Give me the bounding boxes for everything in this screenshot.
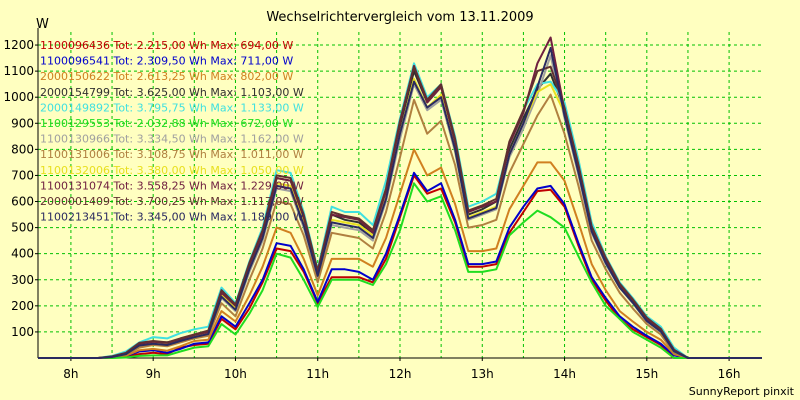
- x-tick-label: 9h: [146, 367, 161, 381]
- chart-title: Wechselrichtervergleich vom 13.11.2009: [266, 10, 534, 25]
- x-tick-label: 10h: [224, 367, 247, 381]
- y-tick-label: 200: [11, 299, 34, 313]
- y-tick-label: 500: [11, 221, 34, 235]
- y-tick-label: 900: [11, 116, 34, 130]
- x-tick-label: 11h: [306, 367, 329, 381]
- legend-entry-1100130966: 1100130966 Tot: 3.334,50 Wh Max: 1.162,0…: [40, 133, 304, 146]
- x-tick-label: 14h: [553, 367, 576, 381]
- legend-entry-2000001409: 2000001409 Tot: 3.700,25 Wh Max: 1.117,0…: [40, 195, 304, 208]
- legend-entry-1100213451: 1100213451 Tot: 3.345,00 Wh Max: 1.189,0…: [40, 211, 304, 224]
- y-tick-label: 100: [11, 325, 34, 339]
- legend-entry-2000154799: 2000154799 Tot: 3.625,00 Wh Max: 1.103,0…: [40, 86, 304, 99]
- series-line-2000001409: [38, 65, 762, 359]
- y-tick-label: 300: [11, 273, 34, 287]
- y-tick-label: 1000: [3, 90, 34, 104]
- legend-entry-1100096541: 1100096541 Tot: 2.309,50 Wh Max: 711,00 …: [40, 55, 293, 68]
- legend-entry-1100096436: 1100096436 Tot: 2.215,00 Wh Max: 694,00 …: [40, 39, 293, 52]
- x-tick-label: 12h: [389, 367, 412, 381]
- legend-entry-2000150622: 2000150622 Tot: 2.613,25 Wh Max: 802,00 …: [40, 70, 293, 83]
- series-line-1100129553: [38, 182, 762, 359]
- footer-credit: SunnyReport pinxit: [688, 385, 794, 398]
- y-tick-label: 600: [11, 195, 34, 209]
- series-line-1100096541: [38, 171, 762, 359]
- y-tick-label: 1100: [3, 64, 34, 78]
- y-tick-label: 400: [11, 247, 34, 261]
- series-line-1100213451: [38, 46, 762, 359]
- legend-entry-1100129553: 1100129553 Tot: 2.032,88 Wh Max: 672,00 …: [40, 117, 293, 130]
- y-tick-label: 700: [11, 168, 34, 182]
- legend-entry-1100132006: 1100132006 Tot: 3.380,00 Wh Max: 1.050,0…: [40, 164, 304, 177]
- x-tick-label: 8h: [63, 367, 78, 381]
- legend-entry-2000149892: 2000149892 Tot: 3.795,75 Wh Max: 1.133,0…: [40, 101, 304, 114]
- y-axis-unit: W: [36, 17, 49, 32]
- y-tick-label: 1200: [3, 38, 34, 52]
- series-line-2000150622: [38, 148, 762, 359]
- legend-entry-1100131006: 1100131006 Tot: 3.108,75 Wh Max: 1.011,0…: [40, 148, 304, 161]
- x-tick-label: 13h: [471, 367, 494, 381]
- legend-entry-1100131074: 1100131074 Tot: 3.558,25 Wh Max: 1.229,0…: [40, 179, 304, 192]
- series-line-1100131006: [38, 93, 762, 359]
- x-tick-label: 15h: [635, 367, 658, 381]
- y-tick-label: 800: [11, 142, 34, 156]
- x-tick-label: 16h: [718, 367, 741, 381]
